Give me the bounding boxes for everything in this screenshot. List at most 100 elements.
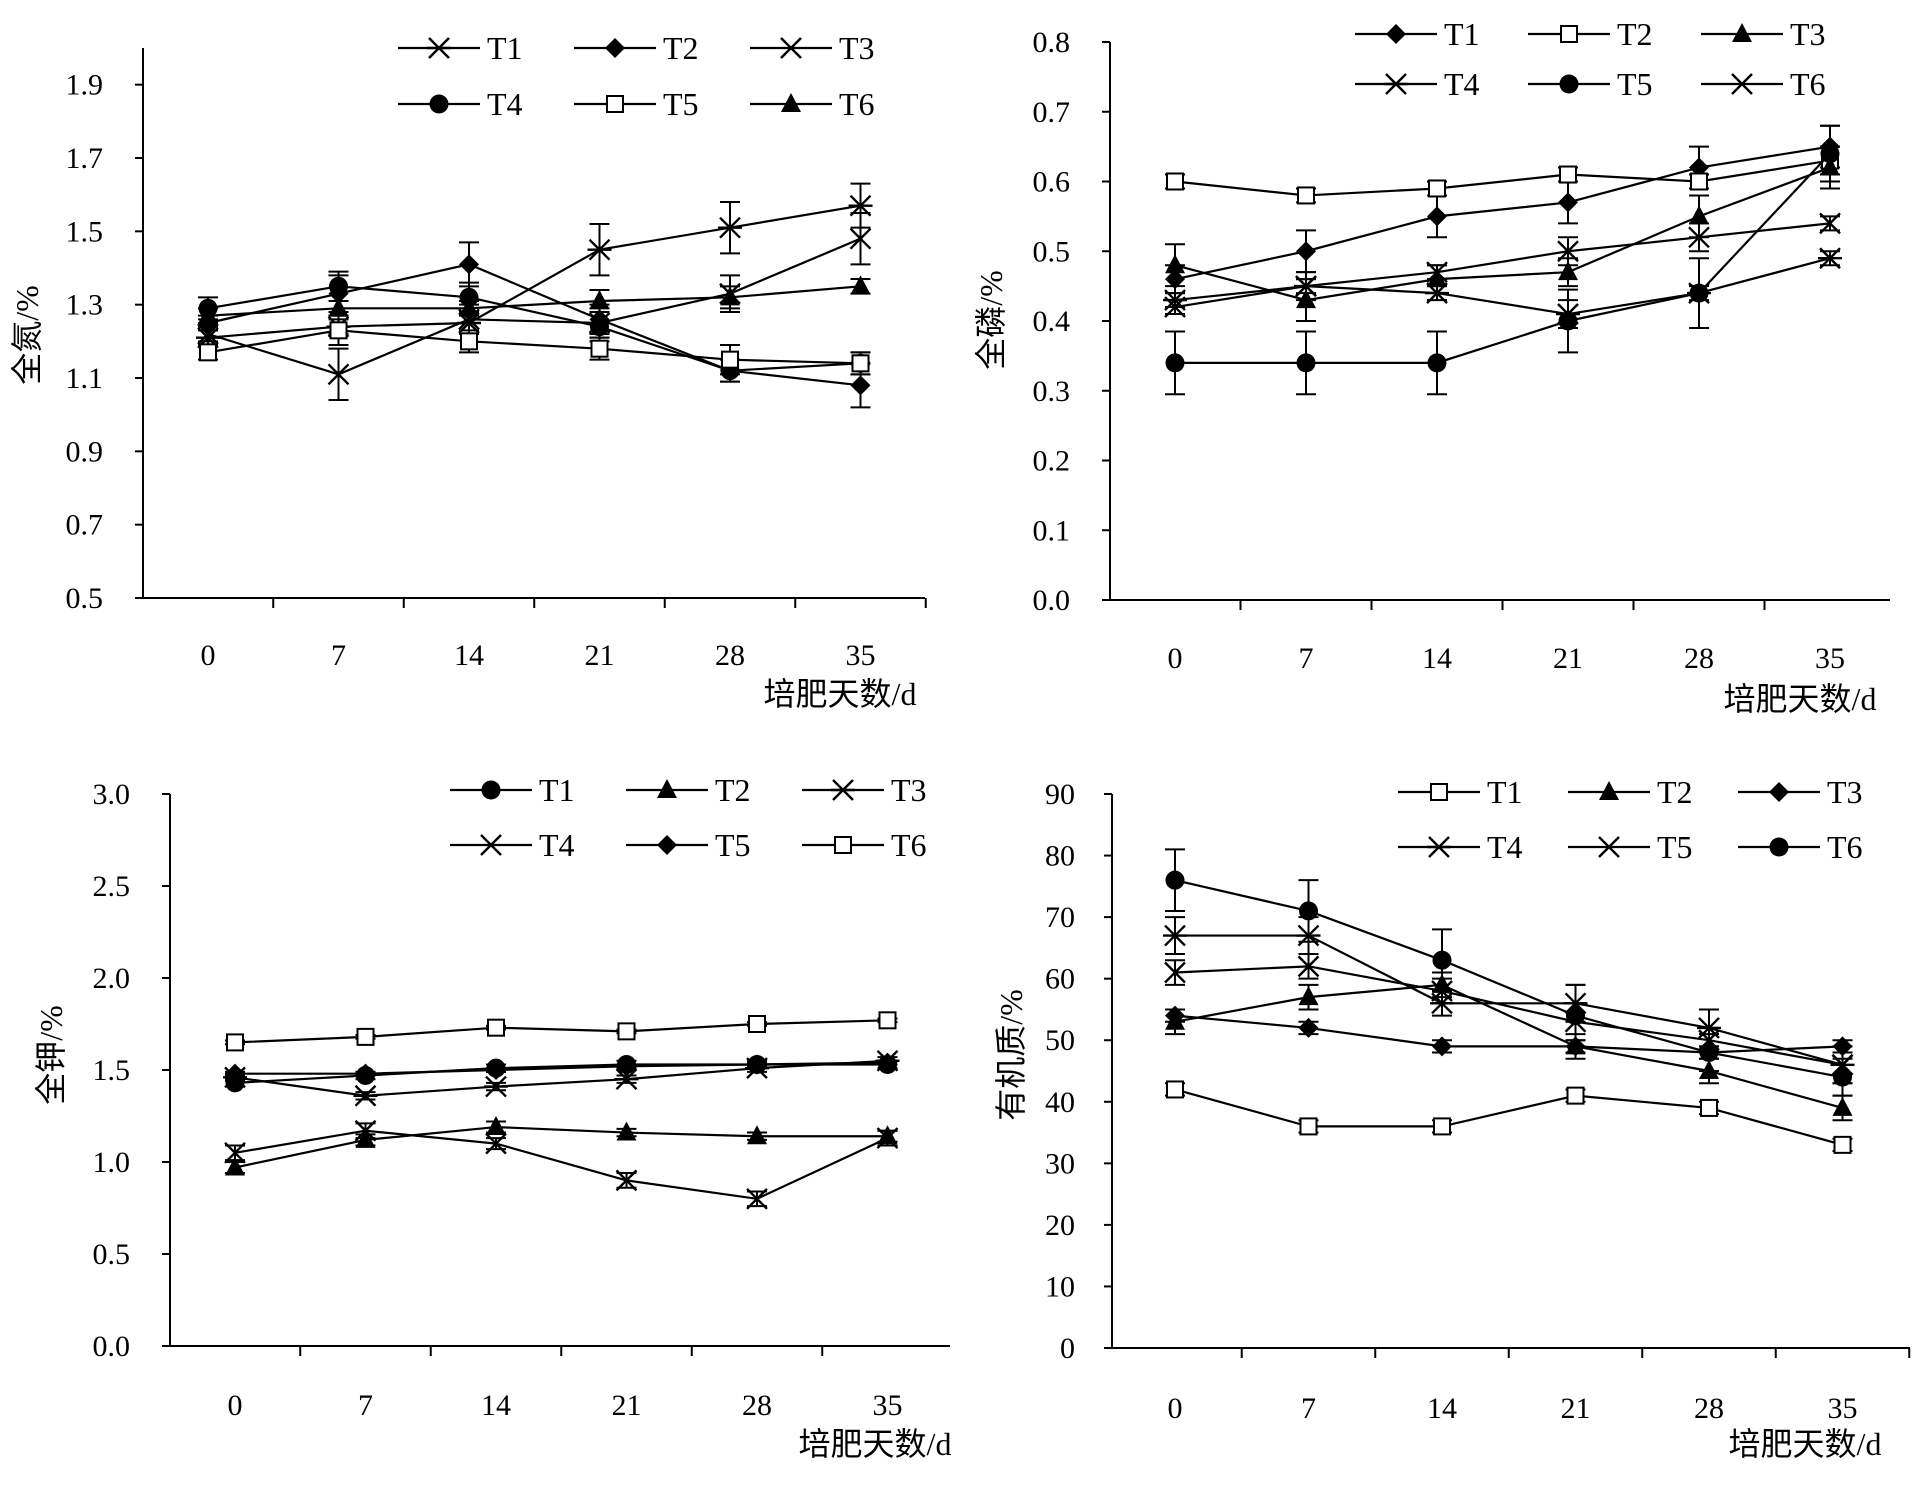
data-point xyxy=(486,1116,506,1136)
data-point xyxy=(1819,212,1841,235)
data-point xyxy=(1690,172,1708,191)
y-tick-label: 90 xyxy=(1045,778,1075,811)
series-T2 xyxy=(198,241,871,409)
series-line xyxy=(1174,222,1831,309)
chart-total-phosphorus: 全磷/% 培肥天数/d 0.0 0.1 0.2 0.3 0.4 0.5 0.6 0.7 0.8 0… xyxy=(973,16,1890,717)
data-point xyxy=(587,238,612,261)
data-point xyxy=(329,276,348,296)
series-line xyxy=(1174,1014,1843,1054)
series-T2 xyxy=(1165,145,1840,205)
data-point xyxy=(616,1121,637,1141)
y-tick-label: 2.5 xyxy=(93,870,131,903)
data-point xyxy=(614,1068,639,1091)
data-point xyxy=(197,323,219,345)
series-T5 xyxy=(225,1052,898,1084)
y-tick-label: 0.9 xyxy=(66,435,104,468)
legend-label: T1 xyxy=(1444,16,1480,52)
data-point xyxy=(1163,924,1187,947)
data-point xyxy=(747,1125,767,1145)
data-point xyxy=(1689,283,1709,303)
x-tick-label: 7 xyxy=(1299,642,1314,675)
legend-label: T1 xyxy=(1487,774,1523,810)
series-T2 xyxy=(225,1116,898,1176)
x-tick-label: 14 xyxy=(481,1389,511,1422)
legend-marker xyxy=(1559,74,1579,94)
legend-item-T6: T6 xyxy=(802,827,927,863)
data-point xyxy=(1557,240,1579,263)
data-point xyxy=(329,321,348,340)
data-point xyxy=(1432,1036,1452,1057)
data-point xyxy=(1298,1017,1319,1038)
data-point xyxy=(486,1060,506,1080)
legend-marker xyxy=(1427,836,1451,858)
legend-marker xyxy=(480,834,502,856)
data-point xyxy=(1165,254,1185,274)
series-line xyxy=(1174,145,1831,281)
legend-label: T1 xyxy=(487,30,523,66)
y-tick-label: 2.0 xyxy=(93,962,131,995)
series-T5 xyxy=(198,314,871,376)
data-point xyxy=(876,1127,899,1149)
series-T5 xyxy=(1165,124,1840,396)
x-tick-label: 0 xyxy=(1168,642,1183,675)
data-point xyxy=(746,1187,768,1210)
series-line xyxy=(235,1061,888,1075)
data-point xyxy=(1427,206,1447,227)
x-axis-label: 培肥天数/d xyxy=(1724,681,1877,717)
y-axis-label: 全磷/% xyxy=(973,270,1009,370)
series-line xyxy=(1174,257,1831,316)
legend-marker xyxy=(781,93,801,112)
data-point xyxy=(747,1054,767,1075)
y-tick-label: 80 xyxy=(1045,840,1075,873)
series-T4 xyxy=(1163,916,1855,1085)
y-axis-label: 全氮/% xyxy=(9,285,45,385)
y-tick-label: 70 xyxy=(1045,901,1075,934)
legend-item-T2: T2 xyxy=(626,772,751,808)
legend-item-T2: T2 xyxy=(1528,16,1653,52)
data-point xyxy=(1165,870,1185,890)
series-T3 xyxy=(1165,1005,1853,1063)
series-line xyxy=(234,1059,888,1097)
series-line xyxy=(207,329,861,365)
x-tick-label: 0 xyxy=(1168,1392,1183,1425)
data-point xyxy=(590,339,609,358)
data-point xyxy=(589,290,610,309)
legend-marker xyxy=(481,780,501,800)
legend-item-T6: T6 xyxy=(750,86,875,122)
series-line xyxy=(234,1125,888,1169)
data-point xyxy=(459,297,479,317)
x-tick-label: 35 xyxy=(873,1389,903,1422)
data-point xyxy=(616,1056,637,1077)
data-point xyxy=(1166,172,1184,191)
series-T1 xyxy=(196,182,873,349)
y-tick-label: 0.8 xyxy=(1033,26,1071,59)
legend-label: T3 xyxy=(891,772,927,808)
data-point xyxy=(353,1084,378,1107)
series-T1 xyxy=(1165,124,1840,295)
data-point xyxy=(718,216,742,239)
data-point xyxy=(850,275,871,295)
data-point xyxy=(355,1063,376,1084)
legend-label: T5 xyxy=(1657,829,1693,865)
y-tick-label: 0.3 xyxy=(1033,375,1071,408)
y-tick-label: 1.1 xyxy=(66,362,104,395)
legend-marker xyxy=(1769,837,1789,857)
x-tick-label: 0 xyxy=(228,1389,243,1422)
series-line xyxy=(207,204,861,339)
legend-item-T3: T3 xyxy=(1701,16,1826,52)
series-T6 xyxy=(225,1011,898,1052)
x-tick-label: 7 xyxy=(331,639,346,672)
x-tick-label: 14 xyxy=(454,639,484,672)
y-tick-label: 60 xyxy=(1045,963,1075,996)
data-point xyxy=(226,1033,244,1052)
legend-item-T3: T3 xyxy=(1738,774,1863,810)
series-T1 xyxy=(1165,1080,1853,1154)
y-tick-label: 0.1 xyxy=(1033,514,1071,547)
x-tick-label: 21 xyxy=(585,639,615,672)
data-point xyxy=(615,1169,638,1192)
data-point xyxy=(356,1027,375,1046)
data-point xyxy=(327,363,350,386)
data-point xyxy=(849,227,872,250)
y-axis-label: 全钾/% xyxy=(33,1005,69,1105)
legend-label: T3 xyxy=(1790,16,1826,52)
